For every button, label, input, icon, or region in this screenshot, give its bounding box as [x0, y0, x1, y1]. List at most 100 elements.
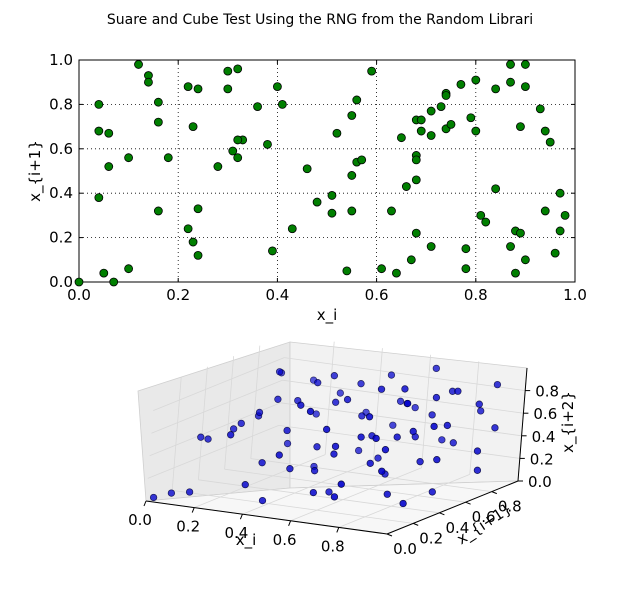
- y-tick-label-3d: 0.8: [498, 498, 522, 516]
- grid-line-3d: [282, 379, 524, 414]
- scatter-point-3d: [374, 454, 382, 462]
- scatter-point: [491, 184, 501, 194]
- scatter-point-3d: [432, 393, 441, 402]
- pane-back-left: [137, 341, 291, 502]
- scatter-point: [506, 60, 515, 69]
- scatter-point-3d: [416, 458, 424, 466]
- scatter-point-3d: [258, 496, 267, 505]
- scatter-point: [347, 111, 357, 120]
- scatter-point-3d: [396, 397, 405, 405]
- scatter-point-3d: [409, 427, 417, 436]
- y-tick-3d: [491, 491, 497, 495]
- z-tick-label-3d: 0.2: [530, 450, 554, 468]
- y-tick-label: 0.0: [49, 273, 73, 291]
- scatter-point: [347, 171, 357, 180]
- y-tick-label-3d: 0.0: [393, 540, 417, 558]
- scatter-point-3d: [389, 421, 397, 429]
- grid-line-3d: [250, 458, 492, 492]
- scatter-point-3d: [430, 422, 438, 431]
- scatter-point: [193, 204, 203, 214]
- scatter-point: [268, 246, 277, 256]
- scatter-point-3d: [401, 385, 409, 393]
- scatter-point-3d: [411, 403, 419, 412]
- scatter-point: [272, 82, 282, 92]
- scatter-point: [456, 80, 466, 89]
- x-axis-line-3d: [145, 500, 388, 535]
- scatter-point: [144, 77, 153, 87]
- scatter-point: [426, 106, 436, 116]
- scatter-point: [411, 228, 421, 238]
- scatter-point: [223, 66, 233, 76]
- scatter-point: [193, 250, 203, 260]
- x-tick-3d: [143, 500, 147, 507]
- grid-lines-2d: [79, 60, 575, 282]
- grid-line-3d: [194, 454, 326, 508]
- scatter-point: [104, 128, 114, 138]
- grid-line-3d: [284, 357, 526, 391]
- x-tick-label-3d: 0.6: [273, 531, 297, 549]
- pane-back-right: [289, 341, 528, 489]
- scatter-point: [263, 139, 272, 149]
- z-axis-line-3d: [517, 367, 528, 482]
- scatter-point-3d: [167, 489, 176, 497]
- scatter-point: [94, 126, 104, 136]
- scatter-point: [233, 64, 243, 74]
- scatter-point-3d: [197, 433, 205, 441]
- scatter-point: [327, 191, 337, 200]
- scatter-point-3d: [357, 433, 365, 441]
- grid-line-3d: [250, 345, 261, 459]
- scatter-point: [540, 126, 550, 136]
- scatter-point-3d: [357, 380, 365, 388]
- x-tick-label-3d: 0.0: [128, 511, 152, 529]
- x-tick-label: 0.8: [464, 286, 488, 304]
- scatter-point-3d: [204, 435, 212, 443]
- y-tick-labels-2d: 0.0 0.2 0.4 0.6 0.8 1.0: [49, 51, 73, 291]
- scatter-point-3d: [331, 442, 340, 451]
- y-tick-label: 0.4: [49, 184, 73, 202]
- scatter-point-3d: [314, 379, 322, 387]
- axis-ticks-3d: 0.0 0.2 0.4 0.6 0.8 0.00.20.40.60.80.00.20.40…: [128, 383, 559, 558]
- y-tick-label: 0.8: [49, 95, 73, 113]
- scatter-point: [228, 146, 238, 156]
- y-axis-label-2d: x_{i+1}: [26, 140, 45, 202]
- scatter-point-3d: [149, 493, 158, 502]
- grid-line-3d: [171, 377, 182, 491]
- x-tick-labels-2d: 0.0 0.2 0.4 0.6 0.8 1.0: [67, 286, 587, 304]
- scatter-point: [153, 97, 163, 107]
- scatter-point-3d: [309, 488, 317, 497]
- scatter-point: [471, 126, 481, 136]
- scatter-point-3d: [381, 446, 390, 454]
- scatter-point: [521, 60, 530, 69]
- scatter-point: [466, 113, 476, 123]
- scatter-point: [406, 255, 416, 265]
- scatter-point: [436, 102, 446, 112]
- grid-line-3d: [373, 348, 383, 462]
- scatter-point-3d: [473, 466, 482, 474]
- grid-line-3d: [242, 460, 374, 515]
- scatter-point: [426, 131, 436, 140]
- scatter-point: [471, 75, 481, 85]
- scatter-point: [411, 175, 421, 185]
- scatter-point-3d: [275, 451, 283, 459]
- scatter-point-3d: [477, 407, 485, 415]
- x-tick-3d: [239, 514, 243, 520]
- scatter-point: [134, 60, 143, 69]
- chart-2d: Suare and Cube Test Using the RNG from t…: [26, 12, 587, 325]
- scatter-point: [312, 197, 322, 207]
- scatter-point-3d: [337, 480, 345, 488]
- y-tick-label-3d: 0.6: [472, 508, 496, 526]
- scatter-point: [521, 82, 530, 92]
- scatter-point: [416, 126, 426, 136]
- scatter-point: [560, 210, 570, 220]
- scatter-point: [491, 84, 501, 94]
- x-tick-label: 1.0: [563, 286, 587, 304]
- scatter-point: [188, 237, 198, 247]
- scatter-point: [277, 100, 287, 109]
- y-tick-3d: [465, 501, 471, 505]
- scatter-point: [461, 264, 471, 274]
- scatter-point-3d: [185, 488, 194, 496]
- scatter-point-3d: [372, 434, 380, 443]
- scatter-point: [94, 193, 104, 203]
- scatter-point: [342, 266, 352, 276]
- scatter-point: [446, 119, 456, 129]
